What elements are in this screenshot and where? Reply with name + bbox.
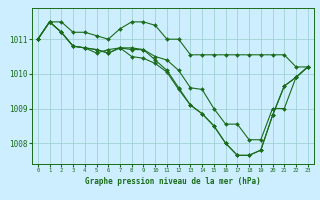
X-axis label: Graphe pression niveau de la mer (hPa): Graphe pression niveau de la mer (hPa) [85,177,261,186]
